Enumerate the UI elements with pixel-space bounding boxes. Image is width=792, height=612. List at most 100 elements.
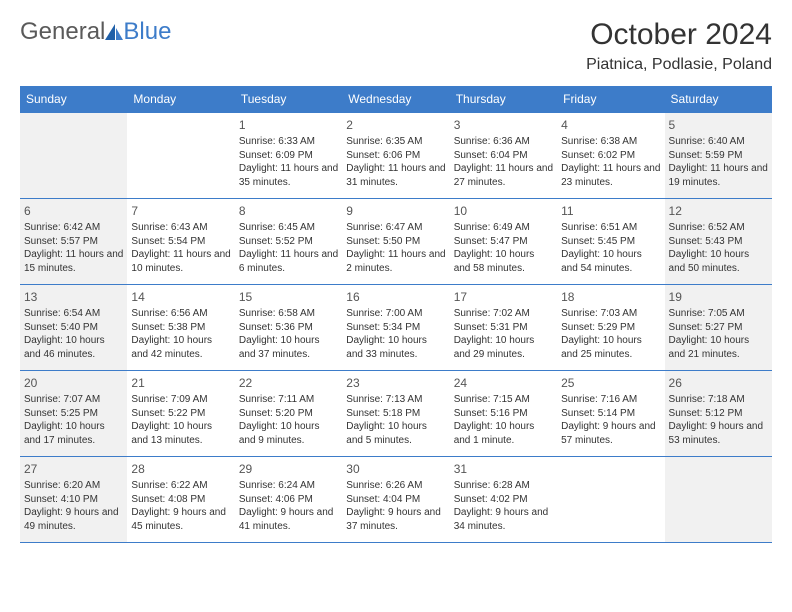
sunset-text: Sunset: 5:29 PM: [561, 321, 660, 335]
day-number: 27: [24, 461, 123, 477]
calendar-table: Sunday Monday Tuesday Wednesday Thursday…: [20, 86, 772, 543]
daylight-text: Daylight: 10 hours and 1 minute.: [454, 420, 553, 447]
sunset-text: Sunset: 5:52 PM: [239, 235, 338, 249]
logo: General Blue: [20, 18, 171, 46]
daylight-text: Daylight: 10 hours and 13 minutes.: [131, 420, 230, 447]
day-header: Sunday: [20, 86, 127, 113]
daylight-text: Daylight: 9 hours and 41 minutes.: [239, 506, 338, 533]
day-number: 23: [346, 375, 445, 391]
day-number: 11: [561, 203, 660, 219]
day-header: Friday: [557, 86, 664, 113]
sunset-text: Sunset: 5:14 PM: [561, 407, 660, 421]
day-cell: 2Sunrise: 6:35 AMSunset: 6:06 PMDaylight…: [342, 113, 449, 199]
day-cell: 31Sunrise: 6:28 AMSunset: 4:02 PMDayligh…: [450, 457, 557, 543]
sunrise-text: Sunrise: 6:40 AM: [669, 135, 768, 149]
day-cell: 27Sunrise: 6:20 AMSunset: 4:10 PMDayligh…: [20, 457, 127, 543]
sunset-text: Sunset: 5:45 PM: [561, 235, 660, 249]
daylight-text: Daylight: 10 hours and 54 minutes.: [561, 248, 660, 275]
day-cell: 18Sunrise: 7:03 AMSunset: 5:29 PMDayligh…: [557, 285, 664, 371]
day-header: Thursday: [450, 86, 557, 113]
day-cell: 9Sunrise: 6:47 AMSunset: 5:50 PMDaylight…: [342, 199, 449, 285]
sunset-text: Sunset: 5:47 PM: [454, 235, 553, 249]
sunrise-text: Sunrise: 6:36 AM: [454, 135, 553, 149]
day-cell: 8Sunrise: 6:45 AMSunset: 5:52 PMDaylight…: [235, 199, 342, 285]
day-cell: [127, 113, 234, 199]
logo-text-blue: Blue: [123, 18, 171, 46]
day-cell: 21Sunrise: 7:09 AMSunset: 5:22 PMDayligh…: [127, 371, 234, 457]
daylight-text: Daylight: 9 hours and 45 minutes.: [131, 506, 230, 533]
sunrise-text: Sunrise: 7:15 AM: [454, 393, 553, 407]
day-number: 9: [346, 203, 445, 219]
day-number: 14: [131, 289, 230, 305]
sunset-text: Sunset: 6:09 PM: [239, 149, 338, 163]
sunrise-text: Sunrise: 6:35 AM: [346, 135, 445, 149]
daylight-text: Daylight: 11 hours and 15 minutes.: [24, 248, 123, 275]
day-number: 31: [454, 461, 553, 477]
daylight-text: Daylight: 10 hours and 25 minutes.: [561, 334, 660, 361]
day-header: Tuesday: [235, 86, 342, 113]
day-number: 24: [454, 375, 553, 391]
day-header-row: Sunday Monday Tuesday Wednesday Thursday…: [20, 86, 772, 113]
day-cell: 12Sunrise: 6:52 AMSunset: 5:43 PMDayligh…: [665, 199, 772, 285]
logo-sail-icon: [103, 22, 125, 42]
daylight-text: Daylight: 11 hours and 19 minutes.: [669, 162, 768, 189]
week-row: 6Sunrise: 6:42 AMSunset: 5:57 PMDaylight…: [20, 199, 772, 285]
sunset-text: Sunset: 4:02 PM: [454, 493, 553, 507]
sunset-text: Sunset: 4:08 PM: [131, 493, 230, 507]
daylight-text: Daylight: 10 hours and 21 minutes.: [669, 334, 768, 361]
day-number: 5: [669, 117, 768, 133]
day-cell: 15Sunrise: 6:58 AMSunset: 5:36 PMDayligh…: [235, 285, 342, 371]
sunrise-text: Sunrise: 6:24 AM: [239, 479, 338, 493]
daylight-text: Daylight: 10 hours and 58 minutes.: [454, 248, 553, 275]
sunset-text: Sunset: 4:10 PM: [24, 493, 123, 507]
daylight-text: Daylight: 9 hours and 57 minutes.: [561, 420, 660, 447]
sunrise-text: Sunrise: 7:18 AM: [669, 393, 768, 407]
daylight-text: Daylight: 10 hours and 37 minutes.: [239, 334, 338, 361]
daylight-text: Daylight: 11 hours and 6 minutes.: [239, 248, 338, 275]
daylight-text: Daylight: 9 hours and 34 minutes.: [454, 506, 553, 533]
sunrise-text: Sunrise: 7:13 AM: [346, 393, 445, 407]
day-number: 30: [346, 461, 445, 477]
daylight-text: Daylight: 10 hours and 29 minutes.: [454, 334, 553, 361]
day-cell: [20, 113, 127, 199]
sunrise-text: Sunrise: 7:16 AM: [561, 393, 660, 407]
sunset-text: Sunset: 5:20 PM: [239, 407, 338, 421]
location-text: Piatnica, Podlasie, Poland: [586, 56, 772, 74]
sunrise-text: Sunrise: 6:51 AM: [561, 221, 660, 235]
sunset-text: Sunset: 4:06 PM: [239, 493, 338, 507]
daylight-text: Daylight: 9 hours and 37 minutes.: [346, 506, 445, 533]
sunrise-text: Sunrise: 7:07 AM: [24, 393, 123, 407]
day-number: 3: [454, 117, 553, 133]
day-number: 1: [239, 117, 338, 133]
day-cell: [557, 457, 664, 543]
day-cell: 13Sunrise: 6:54 AMSunset: 5:40 PMDayligh…: [20, 285, 127, 371]
daylight-text: Daylight: 11 hours and 27 minutes.: [454, 162, 553, 189]
daylight-text: Daylight: 11 hours and 23 minutes.: [561, 162, 660, 189]
day-number: 20: [24, 375, 123, 391]
sunrise-text: Sunrise: 6:54 AM: [24, 307, 123, 321]
day-number: 29: [239, 461, 338, 477]
day-number: 21: [131, 375, 230, 391]
day-cell: 16Sunrise: 7:00 AMSunset: 5:34 PMDayligh…: [342, 285, 449, 371]
daylight-text: Daylight: 10 hours and 33 minutes.: [346, 334, 445, 361]
day-cell: 19Sunrise: 7:05 AMSunset: 5:27 PMDayligh…: [665, 285, 772, 371]
sunrise-text: Sunrise: 6:33 AM: [239, 135, 338, 149]
day-cell: [665, 457, 772, 543]
day-number: 22: [239, 375, 338, 391]
sunset-text: Sunset: 5:22 PM: [131, 407, 230, 421]
sunset-text: Sunset: 5:50 PM: [346, 235, 445, 249]
day-number: 8: [239, 203, 338, 219]
day-cell: 25Sunrise: 7:16 AMSunset: 5:14 PMDayligh…: [557, 371, 664, 457]
sunrise-text: Sunrise: 6:56 AM: [131, 307, 230, 321]
sunrise-text: Sunrise: 6:43 AM: [131, 221, 230, 235]
page-title: October 2024: [586, 18, 772, 52]
sunset-text: Sunset: 5:43 PM: [669, 235, 768, 249]
sunrise-text: Sunrise: 7:03 AM: [561, 307, 660, 321]
day-cell: 1Sunrise: 6:33 AMSunset: 6:09 PMDaylight…: [235, 113, 342, 199]
week-row: 1 Sunrise: 6:33 AMSunset: 6:09 PM Daylight…: [20, 113, 772, 199]
sunset-text: Sunset: 6:02 PM: [561, 149, 660, 163]
day-cell: 28Sunrise: 6:22 AMSunset: 4:08 PMDayligh…: [127, 457, 234, 543]
sunset-text: Sunset: 5:12 PM: [669, 407, 768, 421]
day-cell: 14Sunrise: 6:56 AMSunset: 5:38 PMDayligh…: [127, 285, 234, 371]
day-number: 2: [346, 117, 445, 133]
